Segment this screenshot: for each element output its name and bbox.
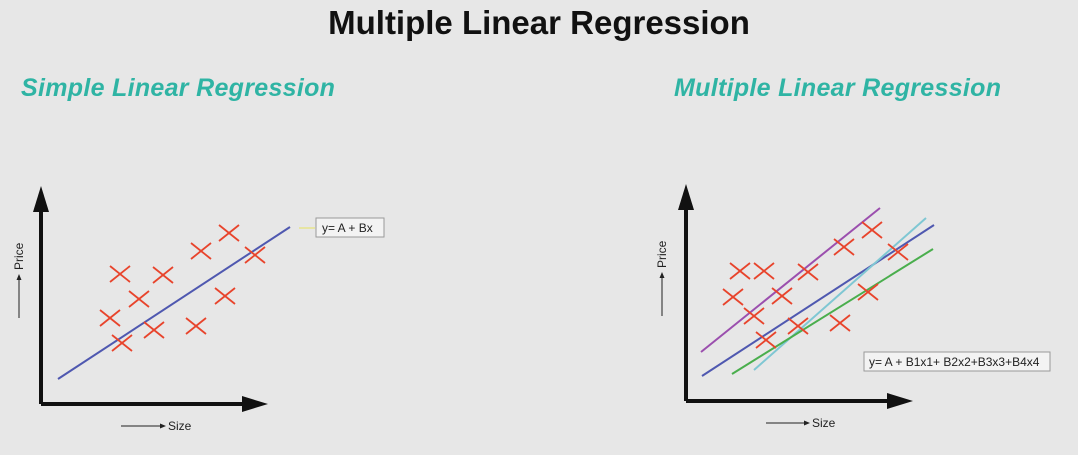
left-equation-callout: y= A + Bx — [299, 217, 385, 238]
left-y-axis-label: Price — [12, 242, 26, 270]
green-regression-line — [731, 248, 934, 375]
left-axes — [33, 186, 268, 412]
right-y-label: Price — [655, 240, 669, 316]
data-point — [771, 287, 793, 305]
left-data-points — [99, 224, 266, 352]
right-x-label: Size — [766, 416, 836, 430]
multiple-regression-heading: Multiple Linear Regression — [674, 74, 1002, 102]
data-point — [185, 317, 207, 335]
data-point — [722, 288, 744, 306]
data-point — [109, 265, 131, 283]
multiple-regression-diagram: Price Size — [655, 184, 1051, 430]
data-point — [857, 283, 879, 301]
left-x-label: Size — [121, 419, 192, 433]
data-point — [190, 242, 212, 260]
simple-regression-heading: Simple Linear Regression — [21, 74, 336, 102]
left-regression-line — [57, 226, 291, 380]
left-y-label: Price — [12, 242, 26, 318]
data-point — [99, 309, 121, 327]
simple-regression-diagram: Price Size — [12, 186, 385, 433]
right-x-axis-label: Size — [812, 416, 836, 430]
data-point — [861, 221, 883, 239]
data-point — [214, 287, 236, 305]
right-data-points — [722, 221, 909, 349]
purple-regression-line — [700, 207, 881, 353]
right-y-axis-label: Price — [655, 240, 669, 268]
main-title: Multiple Linear Regression — [328, 4, 750, 41]
data-point — [218, 224, 240, 242]
multiple-equation: y= A + B1x1+ B2x2+B3x3+B4x4 — [869, 355, 1040, 369]
data-point — [753, 262, 775, 280]
simple-equation: y= A + Bx — [322, 221, 373, 235]
data-point — [128, 290, 150, 308]
left-x-axis-label: Size — [168, 419, 192, 433]
right-equation-callout: y= A + B1x1+ B2x2+B3x3+B4x4 — [863, 351, 1051, 372]
data-point — [829, 314, 851, 332]
data-point — [833, 238, 855, 256]
data-point — [729, 262, 751, 280]
cyan-regression-line — [753, 217, 927, 371]
right-axes — [678, 184, 913, 409]
data-point — [152, 266, 174, 284]
data-point — [143, 321, 165, 339]
